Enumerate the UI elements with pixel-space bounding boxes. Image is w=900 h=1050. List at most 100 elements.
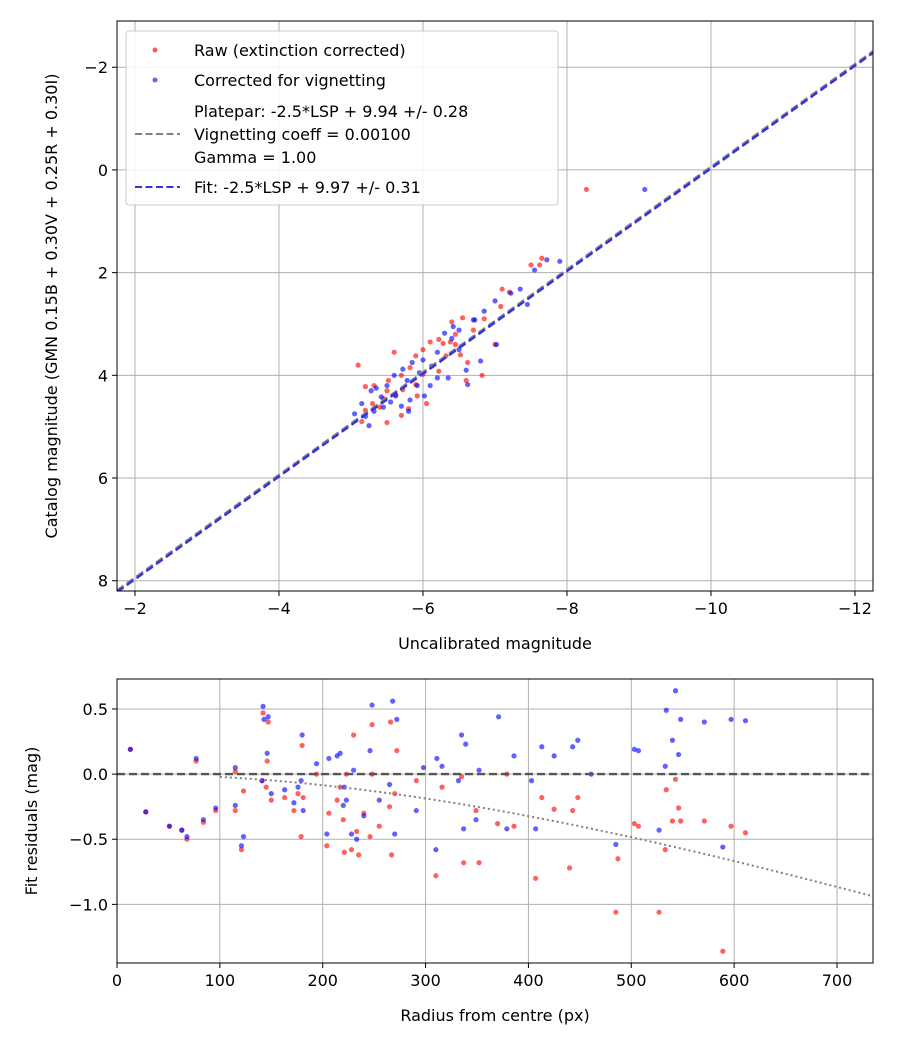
bottom-point-corrected bbox=[127, 746, 133, 752]
top-point-corrected bbox=[450, 323, 456, 330]
legend-label-fit: Fit: -2.5*LSP + 9.97 +/- 0.31 bbox=[194, 178, 421, 197]
top-point-raw bbox=[452, 341, 458, 348]
bottom-point-corrected bbox=[434, 755, 440, 762]
top-point-raw bbox=[385, 377, 392, 384]
bottom-point-raw bbox=[265, 719, 271, 725]
bottom-point-raw bbox=[672, 776, 679, 782]
bottom-x-tick-label: 100 bbox=[205, 971, 236, 990]
bottom-point-corrected bbox=[496, 714, 502, 720]
top-y-axis-label: Catalog magnitude (GMN 0.15B + 0.30V + 0… bbox=[42, 74, 61, 539]
bottom-point-corrected bbox=[340, 802, 346, 808]
top-point-corrected bbox=[445, 375, 451, 381]
bottom-point-raw bbox=[678, 818, 684, 824]
bottom-point-corrected bbox=[635, 748, 642, 754]
top-point-corrected bbox=[388, 399, 394, 405]
bottom-point-corrected bbox=[291, 800, 297, 806]
top-point-corrected bbox=[427, 382, 433, 389]
legend-label-raw: Raw (extinction corrected) bbox=[194, 41, 406, 60]
top-point-raw bbox=[460, 315, 466, 321]
top-point-corrected bbox=[407, 397, 413, 403]
bottom-point-corrected bbox=[433, 847, 439, 853]
top-point-corrected bbox=[478, 358, 484, 364]
bottom-point-corrected bbox=[166, 823, 173, 829]
bottom-point-raw bbox=[263, 784, 269, 790]
bottom-point-corrected bbox=[458, 732, 465, 738]
top-point-corrected bbox=[378, 394, 384, 400]
bottom-point-corrected bbox=[184, 834, 190, 840]
top-point-corrected bbox=[463, 367, 469, 373]
bottom-point-corrected bbox=[282, 787, 288, 793]
top-axes-frame bbox=[116, 20, 874, 592]
bottom-point-raw bbox=[291, 807, 297, 814]
bottom-point-raw bbox=[369, 721, 375, 728]
bottom-point-raw bbox=[341, 849, 347, 855]
bottom-x-tick-label: 700 bbox=[822, 971, 853, 990]
bottom-chart: 0 100 200 300 400 500 600 700 0.5 0.0 −0.5 −1.0 Rad… bbox=[22, 678, 874, 1025]
legend-marker-raw bbox=[152, 47, 158, 53]
bottom-point-corrected bbox=[348, 831, 355, 837]
bottom-point-raw bbox=[615, 856, 621, 862]
top-point-raw bbox=[481, 316, 487, 322]
top-point-corrected bbox=[400, 366, 406, 372]
bottom-point-corrected bbox=[533, 826, 539, 832]
bottom-point-corrected bbox=[390, 698, 396, 704]
top-point-corrected bbox=[421, 393, 428, 399]
top-point-raw bbox=[414, 393, 420, 399]
top-point-corrected bbox=[406, 408, 412, 414]
bottom-point-corrected bbox=[367, 748, 373, 754]
bottom-ticks: 0 100 200 300 400 500 600 700 0.5 0.0 −0.5 −1.0 bbox=[69, 700, 852, 990]
bottom-point-raw bbox=[461, 860, 467, 866]
top-point-corrected bbox=[359, 400, 365, 407]
bottom-point-corrected bbox=[476, 767, 482, 773]
top-point-raw bbox=[539, 255, 545, 261]
top-point-corrected bbox=[380, 404, 386, 410]
bottom-point-corrected bbox=[337, 750, 343, 756]
bottom-point-raw bbox=[238, 847, 245, 853]
top-point-raw bbox=[398, 372, 404, 378]
bottom-point-corrected bbox=[742, 718, 749, 724]
bottom-point-raw bbox=[394, 748, 400, 754]
bottom-point-corrected bbox=[656, 827, 662, 833]
bottom-point-corrected bbox=[392, 831, 398, 837]
bottom-point-raw bbox=[566, 865, 573, 871]
top-point-raw bbox=[457, 352, 464, 358]
legend-box bbox=[125, 30, 559, 206]
bottom-point-raw bbox=[539, 794, 545, 801]
bottom-point-raw bbox=[476, 860, 482, 866]
bottom-point-raw bbox=[348, 847, 355, 853]
bottom-point-corrected bbox=[676, 751, 682, 758]
top-point-corrected bbox=[449, 335, 455, 341]
top-point-raw bbox=[377, 404, 383, 410]
bottom-point-raw bbox=[295, 791, 301, 797]
bottom-point-raw bbox=[334, 797, 340, 803]
top-ticks: −2 −4 −6 −8 −10 −12 −2 0 2 4 6 8 bbox=[84, 58, 871, 618]
top-point-raw bbox=[449, 319, 455, 325]
bottom-y-tick-label: 0.0 bbox=[83, 765, 108, 784]
top-point-corrected bbox=[391, 372, 397, 378]
bottom-point-corrected bbox=[295, 784, 301, 790]
bottom-point-raw bbox=[656, 909, 662, 915]
bottom-point-raw bbox=[240, 788, 247, 794]
bottom-y-tick-label: −0.5 bbox=[69, 830, 108, 849]
bottom-point-raw bbox=[575, 794, 581, 801]
top-point-corrected bbox=[384, 382, 390, 389]
top-y-tick-label: 2 bbox=[98, 264, 108, 283]
bottom-x-axis-label: Radius from centre (px) bbox=[400, 1006, 589, 1025]
bottom-x-tick-label: 300 bbox=[410, 971, 441, 990]
top-point-raw bbox=[452, 331, 458, 337]
bottom-point-corrected bbox=[200, 817, 206, 823]
bottom-point-corrected bbox=[394, 716, 400, 722]
top-point-corrected bbox=[544, 257, 550, 263]
bottom-point-raw bbox=[386, 804, 393, 810]
top-point-corrected bbox=[398, 403, 404, 409]
top-point-corrected bbox=[493, 341, 500, 348]
bottom-axes-frame bbox=[116, 678, 874, 964]
top-x-tick-label: −2 bbox=[123, 599, 147, 618]
bottom-point-corrected bbox=[511, 753, 517, 759]
bottom-point-corrected bbox=[179, 827, 185, 833]
bottom-point-raw bbox=[389, 852, 395, 858]
bottom-plot-area bbox=[117, 688, 873, 954]
bottom-point-corrected bbox=[701, 719, 707, 725]
bottom-point-corrected bbox=[354, 836, 360, 842]
top-line-3 bbox=[117, 51, 873, 591]
